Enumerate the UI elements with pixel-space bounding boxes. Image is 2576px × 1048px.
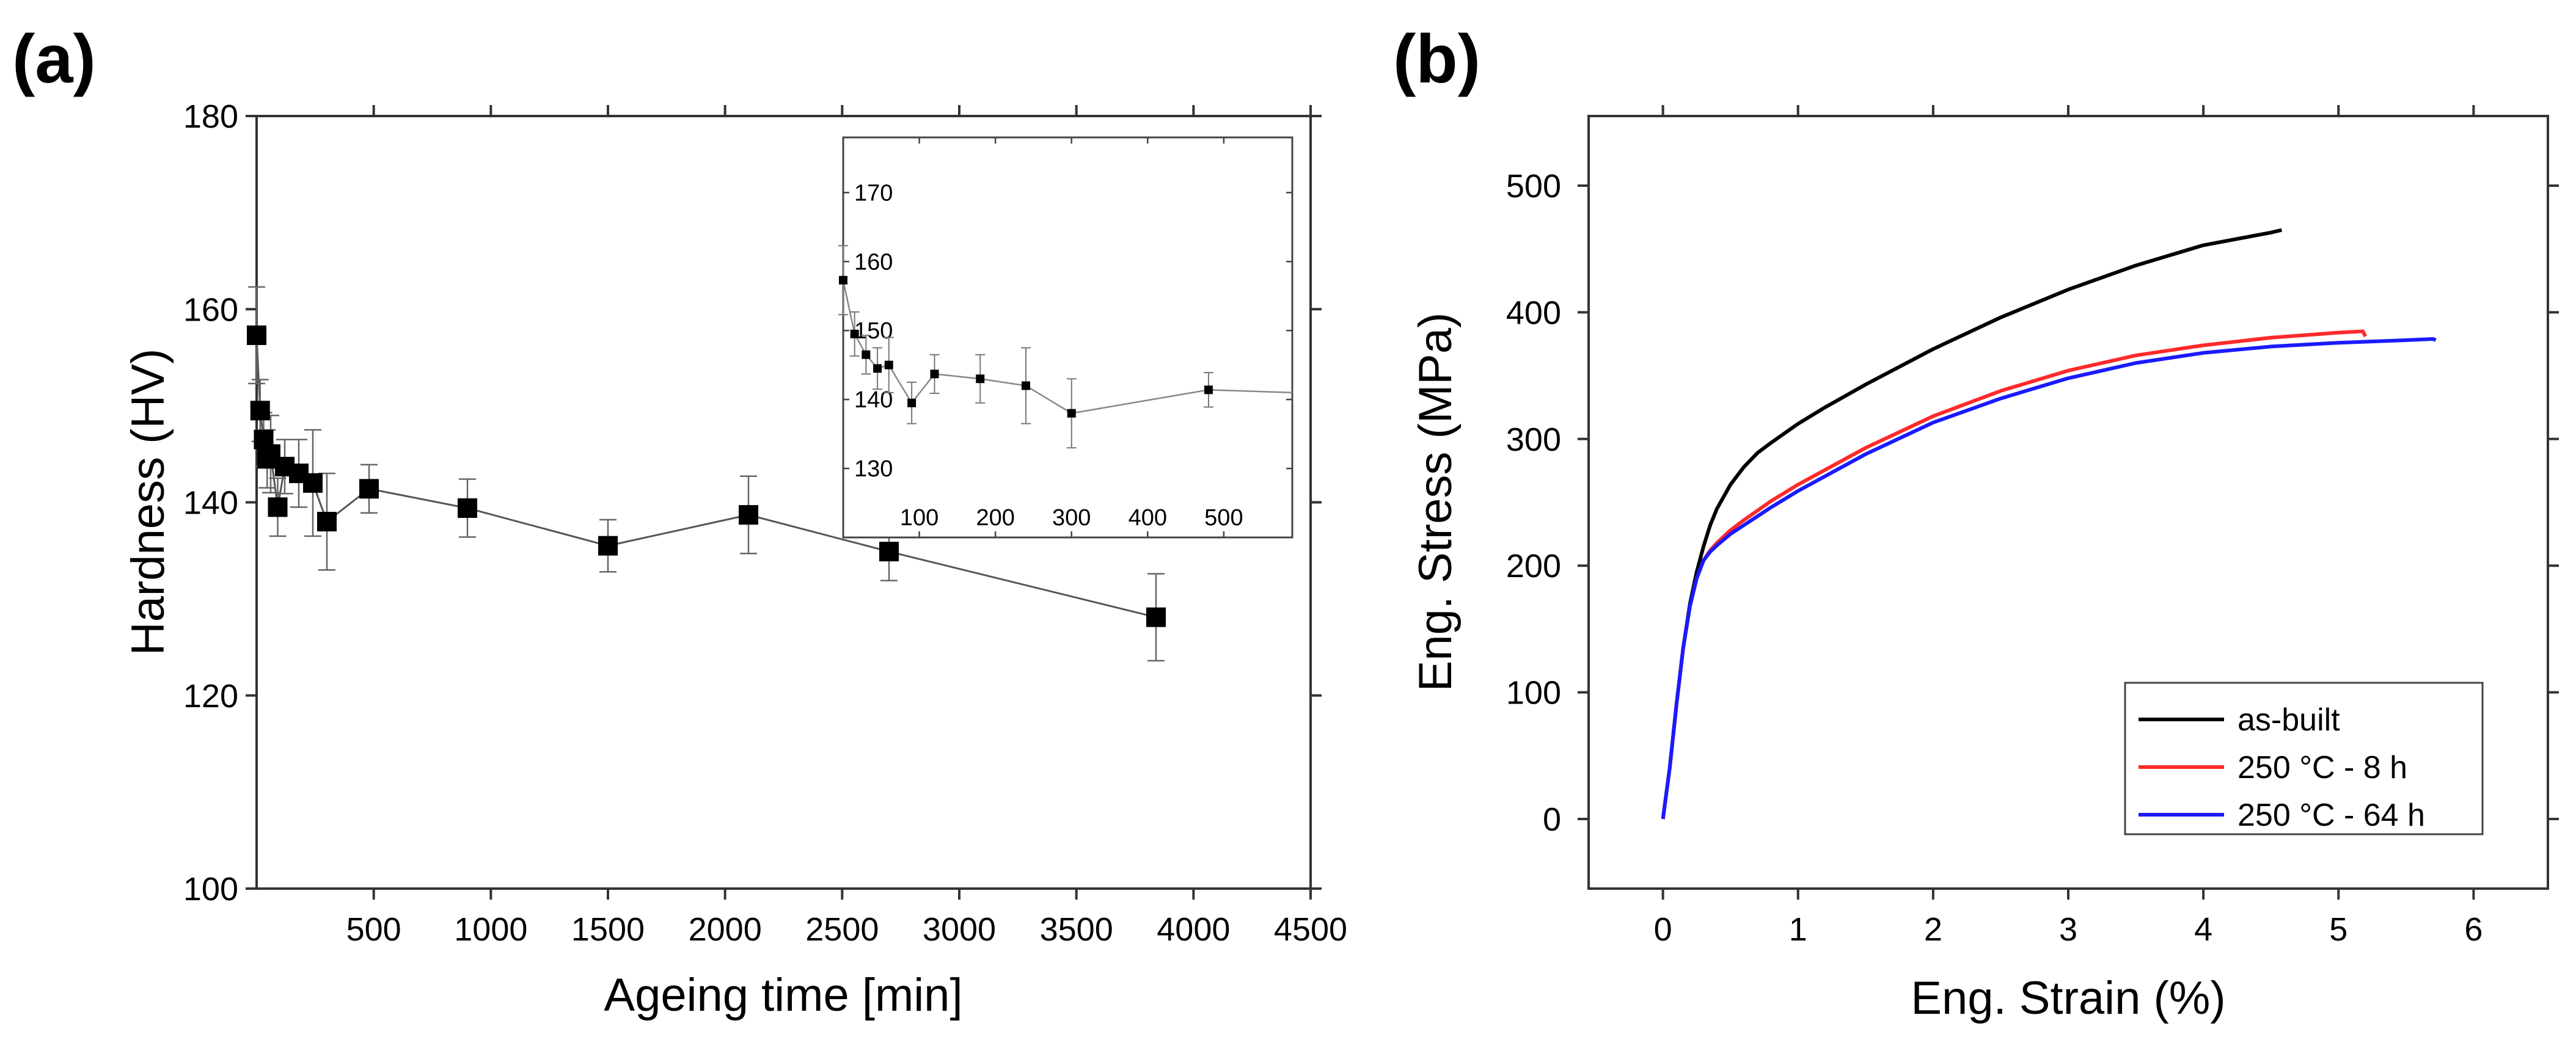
- panel-a-label: (a): [12, 21, 96, 97]
- y-tick-label: 100: [1506, 675, 1561, 711]
- x-tick-label: 5: [2329, 911, 2347, 948]
- panel-b-y-axis: 0 100 200 300 400 500: [1506, 168, 2559, 838]
- inset-y-tick-label: 160: [854, 249, 893, 275]
- y-tick-label: 100: [183, 871, 238, 908]
- legend-label: as-built: [2238, 702, 2340, 738]
- series-line-250-c-64-h: [1661, 337, 2437, 820]
- data-point: [317, 512, 337, 532]
- panel-a-hardness-chart: (a) 100 120 140 160 180 500 1000 1500 2000 2500 3…: [12, 21, 1347, 1021]
- x-tick-label: 1000: [454, 911, 527, 948]
- panel-b-label: (b): [1393, 21, 1480, 97]
- inset-data-point: [930, 369, 939, 379]
- inset-x-tick-label: 100: [900, 505, 939, 531]
- y-tick-label: 160: [183, 291, 238, 328]
- inset-y-tick-label: 170: [854, 180, 893, 206]
- inset-data-point: [976, 374, 985, 384]
- panel-b-x-axis: 0 1 2 3 4 5 6: [1654, 105, 2483, 948]
- legend-label: 250 °C - 64 h: [2238, 798, 2425, 833]
- data-point: [268, 497, 288, 517]
- x-tick-label: 2: [1924, 911, 1942, 948]
- inset-x-tick-label: 300: [1052, 505, 1091, 531]
- inset-data-point: [873, 364, 882, 373]
- inset-data-points: [839, 275, 1213, 418]
- inset-x-tick-label: 400: [1129, 505, 1167, 531]
- x-tick-label: 3000: [923, 911, 996, 948]
- legend-items: as-built 250 °C - 8 h 250 °C - 64 h: [2139, 702, 2425, 833]
- x-tick-label: 4: [2194, 911, 2212, 948]
- y-tick-label: 180: [183, 98, 238, 135]
- x-tick-label: 500: [346, 911, 401, 948]
- inset-data-point: [862, 350, 871, 359]
- data-point: [458, 498, 477, 518]
- x-tick-label: 0: [1654, 911, 1672, 948]
- inset-data-point: [907, 398, 917, 407]
- data-point: [359, 479, 379, 499]
- inset-x-tick-label: 500: [1204, 505, 1243, 531]
- inset-data-point: [1204, 385, 1213, 395]
- panel-b-series-lines: [1661, 228, 2437, 820]
- data-point: [303, 473, 323, 493]
- inset-y-tick-label: 150: [854, 318, 893, 344]
- legend-box: [2124, 682, 2484, 835]
- x-tick-label: 3: [2059, 911, 2077, 948]
- inset-data-point: [839, 275, 847, 285]
- data-point: [739, 505, 758, 525]
- inset-x-tick-label: 200: [976, 505, 1014, 531]
- inset-x-axis: 100 200 300 400 500: [900, 137, 1243, 537]
- data-point: [1146, 607, 1166, 627]
- x-tick-label: 1: [1789, 911, 1807, 948]
- x-tick-label: 1500: [571, 911, 645, 948]
- x-tick-label: 6: [2464, 911, 2483, 948]
- panel-a-x-axis: 500 1000 1500 2000 2500 3000 3500 4000 4500: [346, 105, 1347, 948]
- y-tick-label: 300: [1506, 421, 1561, 458]
- inset-y-tick-label: 140: [854, 387, 893, 413]
- data-point: [598, 536, 618, 556]
- x-tick-label: 2000: [689, 911, 762, 948]
- inset-data-point: [1021, 381, 1030, 390]
- y-tick-label: 0: [1543, 801, 1561, 838]
- inset-y-axis: 130 140 150 160 170: [843, 180, 1292, 482]
- y-tick-label: 140: [183, 485, 238, 522]
- panel-a-inset-chart: 130 140 150 160 170 100 200 300 400 500: [838, 136, 1293, 539]
- panel-b-stress-strain-chart: (b) 0 100 200 300 400 500 0 1 2 3 4 5 6 Eng. Strain…: [1393, 21, 2559, 1024]
- panel-b-legend: as-built 250 °C - 8 h 250 °C - 64 h: [2124, 682, 2484, 835]
- data-point: [879, 542, 899, 562]
- inset-data-point: [850, 329, 859, 338]
- inset-plot-frame: [842, 136, 1293, 539]
- y-tick-label: 200: [1506, 548, 1561, 584]
- inset-data-point: [884, 360, 893, 369]
- x-tick-label: 2500: [805, 911, 879, 948]
- panel-b-x-axis-label: Eng. Strain (%): [1911, 972, 2225, 1024]
- y-tick-label: 400: [1506, 294, 1561, 331]
- inset-data-point: [1067, 409, 1076, 418]
- y-tick-label: 120: [183, 678, 238, 715]
- x-tick-label: 4500: [1274, 911, 1347, 948]
- data-point: [247, 325, 266, 345]
- inset-y-tick-label: 130: [854, 456, 893, 482]
- y-tick-label: 500: [1506, 168, 1561, 205]
- x-tick-label: 3500: [1040, 911, 1113, 948]
- panel-b-y-axis-label: Eng. Stress (MPa): [1410, 313, 1462, 692]
- panel-a-y-axis-label: Hardness (HV): [122, 349, 174, 656]
- panel-a-data-points: [247, 325, 1166, 627]
- legend-label: 250 °C - 8 h: [2238, 750, 2407, 785]
- panel-a-x-axis-label: Ageing time [min]: [604, 969, 962, 1021]
- panel-a-y-axis: 100 120 140 160 180: [183, 98, 1322, 908]
- data-point: [250, 401, 270, 421]
- x-tick-label: 4000: [1157, 911, 1230, 948]
